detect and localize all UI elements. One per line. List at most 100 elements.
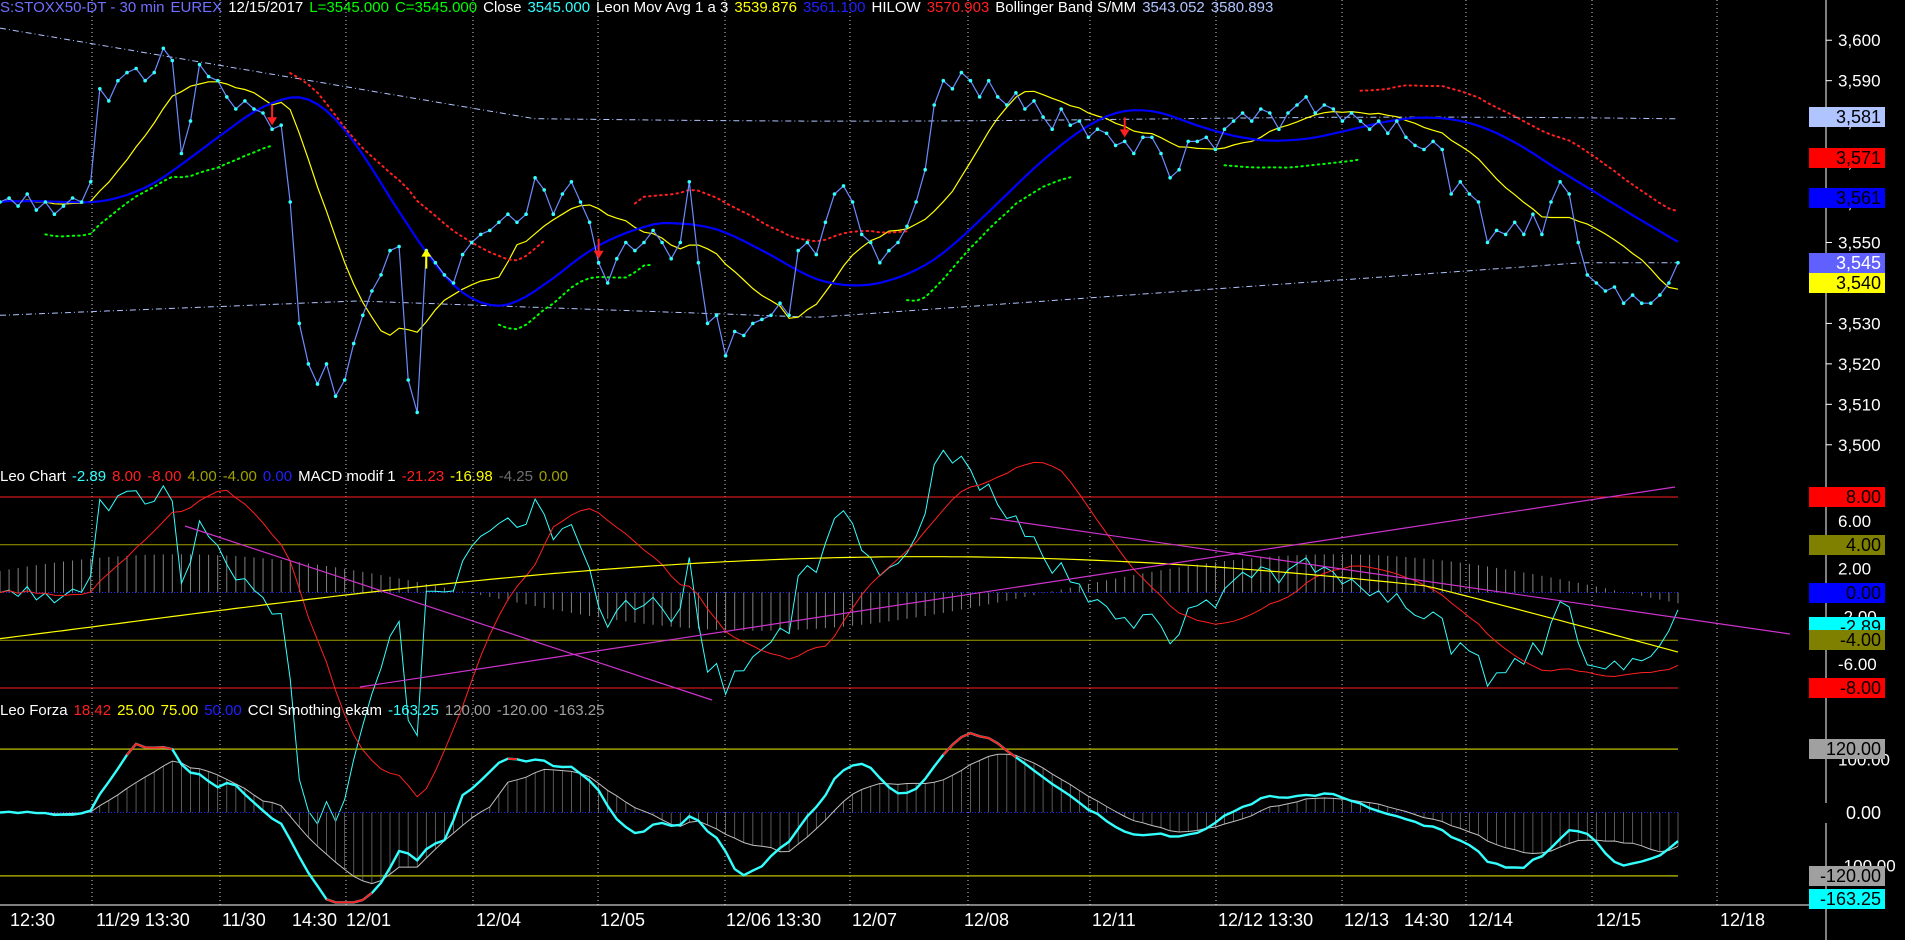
price-panel[interactable] <box>0 27 1680 415</box>
close-price-point <box>587 220 592 225</box>
close-price-point <box>397 244 401 249</box>
close-price-point <box>1150 135 1154 140</box>
ma-blue-line <box>0 96 1679 307</box>
close-price-point <box>1603 289 1608 293</box>
close-price-point <box>351 341 356 346</box>
price-tick-label: 3,550 <box>1838 234 1881 253</box>
cci-value-tag: 0.00 <box>1809 802 1885 823</box>
close-price-point <box>1041 115 1045 119</box>
price-tick-label: 3,590 <box>1838 72 1881 91</box>
close-price-point <box>1676 260 1680 265</box>
close-price-point <box>1122 139 1127 144</box>
close-price-point <box>451 281 456 285</box>
close-price-point <box>1340 119 1345 123</box>
macd-red-line <box>0 461 1679 798</box>
time-axis-label: 12/07 <box>852 910 897 930</box>
macd-header: Leo Chart -2.89 8.00 -8.00 4.00 -4.00 0.00 MACD… <box>0 468 574 486</box>
close-price-point <box>206 74 211 79</box>
close-price-point <box>569 180 574 184</box>
time-axis-label: 12/06 13:30 <box>726 910 821 930</box>
cci-slow-line <box>0 753 1679 885</box>
close-price-point <box>1222 127 1227 131</box>
close-price-point <box>497 220 501 225</box>
buy-arrow-icon <box>421 248 432 269</box>
close-price-point <box>959 70 964 75</box>
arrow-head <box>1119 129 1130 138</box>
close-price-point <box>152 70 156 75</box>
close-price-point <box>751 321 755 326</box>
close-price-point <box>732 329 737 334</box>
close-price-point <box>1440 147 1444 152</box>
close-price-point <box>306 362 311 366</box>
macd-trendline <box>989 517 1791 635</box>
close-price-point <box>832 192 837 196</box>
close-price-point <box>696 260 701 265</box>
close-price-point <box>388 248 392 253</box>
close-price-point <box>1349 111 1354 115</box>
close-price-point <box>179 151 184 156</box>
macd-header-item-5: -4.00 <box>222 468 257 485</box>
close-price-point <box>1522 232 1526 237</box>
close-price-point <box>1585 273 1590 277</box>
close-price-point <box>61 204 66 208</box>
close-price-point <box>1159 151 1163 156</box>
sell-arrow-icon <box>267 105 278 126</box>
price-header: S:STOXX50-DT - 30 min EUREX 12/15/2017 L=35… <box>0 0 1279 17</box>
close-price-point <box>678 240 683 245</box>
time-axis-label: 14:30 <box>1404 910 1449 930</box>
close-price-point <box>1404 135 1408 140</box>
macd-panel[interactable] <box>0 449 1791 825</box>
close-price-point <box>977 95 982 99</box>
close-price-point <box>279 123 284 127</box>
close-price-point <box>1531 212 1535 216</box>
close-price-point <box>342 378 347 382</box>
sell-arrow-icon <box>1119 117 1130 138</box>
close-price-point <box>1485 240 1490 245</box>
close-price-point <box>379 273 383 277</box>
close-price-point <box>950 87 955 91</box>
cci-header-item-4: 50.00 <box>204 702 242 719</box>
price-value-tag: 3,571 <box>1809 147 1885 168</box>
price-header-item-8: 3539.876 <box>734 0 797 16</box>
close-price-point <box>1358 119 1363 123</box>
close-price-point <box>615 256 619 261</box>
close-price-point <box>624 240 628 245</box>
close-price-point <box>0 200 2 204</box>
macd-header-item-7: MACD modif 1 <box>298 468 396 485</box>
cci-header-item-6: -163.25 <box>387 702 439 719</box>
macd-trendline <box>184 525 713 701</box>
time-axis-label: 12/12 13:30 <box>1218 910 1313 930</box>
price-value-tag: 3,561 <box>1809 188 1885 208</box>
cci-header-item-3: 75.00 <box>160 702 199 719</box>
close-price-point <box>1494 228 1499 233</box>
close-price-point <box>1177 167 1181 172</box>
close-price-point <box>1649 301 1653 306</box>
close-price-point <box>188 119 193 123</box>
close-price-point <box>107 99 111 103</box>
macd-signal-line <box>0 556 1679 653</box>
close-price-point <box>478 232 483 237</box>
close-price-point <box>986 78 991 83</box>
close-price-point <box>805 240 810 245</box>
close-price-point <box>841 184 846 188</box>
close-price-point <box>823 220 828 225</box>
close-price-point <box>415 410 420 415</box>
arrow-head <box>593 250 604 259</box>
close-price-point <box>1467 192 1472 196</box>
price-header-item-13: 3543.052 <box>1142 0 1205 16</box>
cci-panel[interactable] <box>0 731 1679 904</box>
close-price-point <box>814 252 819 257</box>
close-price-point <box>1549 200 1553 204</box>
close-price-point <box>506 212 510 216</box>
price-tick-label: 3,510 <box>1838 395 1881 414</box>
price-header-item-0: S:STOXX50-DT - 30 min <box>0 0 165 16</box>
close-price-point <box>315 382 320 386</box>
close-price-point <box>769 313 773 318</box>
macd-header-item-9: -16.98 <box>450 468 493 485</box>
time-axis-label: 12/04 <box>476 910 521 930</box>
time-axis-label: 14:30 <box>292 910 337 930</box>
arrow-head <box>421 248 432 257</box>
macd-header-item-11: 0.00 <box>538 468 569 485</box>
macd-value-tag: -4.00 <box>1809 630 1885 651</box>
